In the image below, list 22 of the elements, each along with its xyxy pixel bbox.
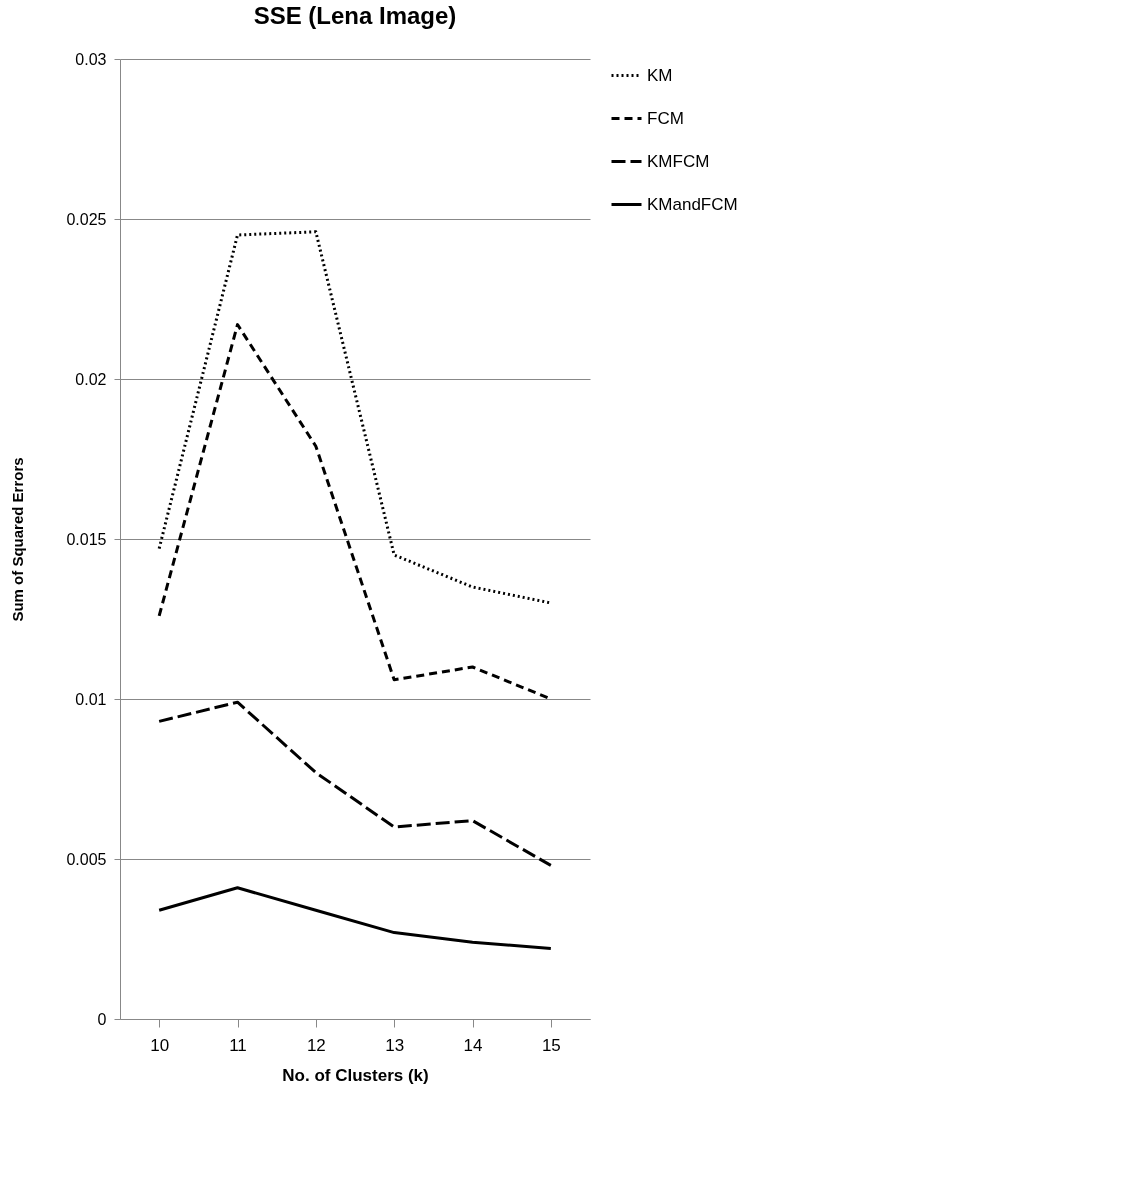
legend-label: KMandFCM — [647, 194, 738, 214]
legend-label: KMFCM — [647, 151, 710, 171]
x-tick-label: 14 — [463, 1035, 483, 1055]
x-tick-label: 12 — [306, 1035, 326, 1055]
x-tick-label: 13 — [385, 1035, 405, 1055]
y-tick-label: 0.01 — [75, 690, 107, 708]
y-axis-title: Sum of Squared Errors — [9, 457, 27, 622]
legend-label: KM — [647, 65, 673, 85]
x-tick-label: 10 — [150, 1035, 170, 1055]
chart-title: SSE (Lena Image) — [253, 2, 457, 29]
x-tick-label: 11 — [229, 1035, 247, 1055]
line-series — [157, 886, 553, 951]
x-axis-title: No. of Clusters (k) — [282, 1065, 429, 1085]
y-tick-label: 0.03 — [75, 50, 107, 68]
line-series — [157, 700, 553, 867]
y-tick-label: 0.025 — [66, 210, 107, 228]
y-tick-label: 0.015 — [66, 530, 107, 548]
y-tick-label: 0.005 — [66, 850, 107, 868]
y-tick-label: 0 — [97, 1010, 107, 1028]
y-tick-label: 0.02 — [75, 370, 107, 388]
x-tick-label: 15 — [541, 1035, 561, 1055]
legend-label: FCM — [647, 108, 684, 128]
